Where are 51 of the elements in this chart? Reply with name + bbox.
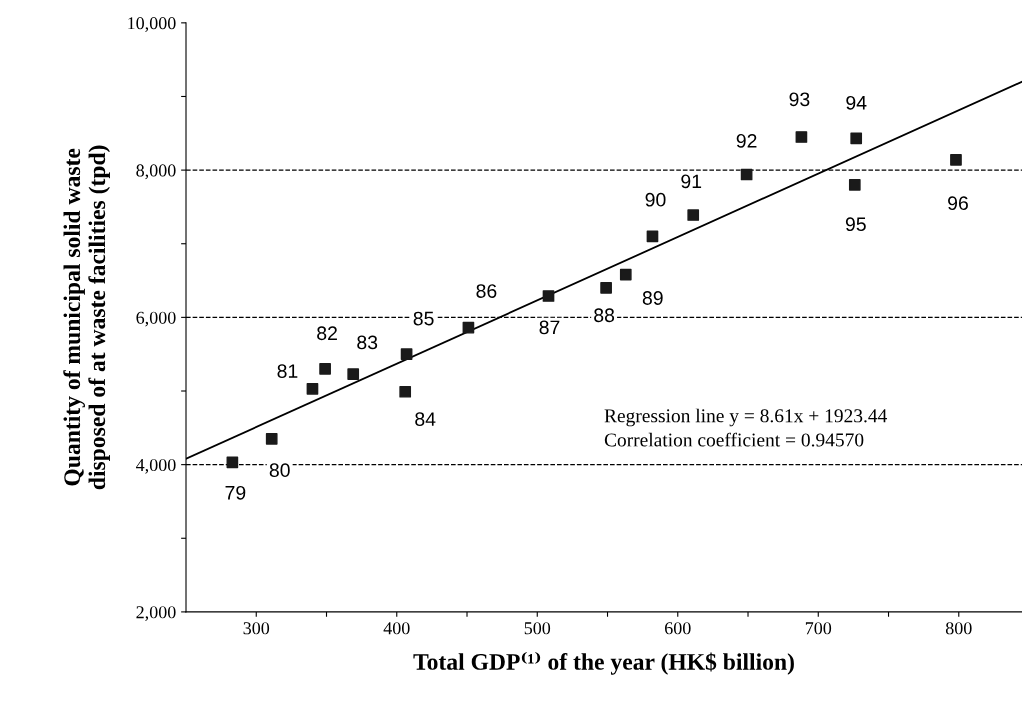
point (619, 268, 632, 281)
x-tick-label: 600 (665, 622, 691, 635)
x-tick-label: 500 (524, 622, 551, 635)
annotation: 89 (642, 291, 663, 305)
x-tick-label: 400 (383, 622, 410, 635)
point (347, 368, 360, 380)
point (226, 456, 239, 469)
y-tick-label: 4,000 (136, 458, 176, 474)
y-axis-title: Quantity of municipal solid waste disposed of at waste facilities (tpd) (63, 145, 110, 490)
point (850, 132, 863, 145)
annotation: Correlation coefficient = 0.94570 (604, 432, 864, 447)
point (848, 178, 861, 191)
point (600, 282, 612, 294)
point (306, 382, 319, 395)
annotation: 81 (277, 364, 298, 379)
x-tick-label: 800 (945, 622, 972, 635)
point (400, 348, 413, 361)
annotation: 93 (789, 92, 810, 107)
point (687, 209, 700, 221)
point (319, 363, 331, 375)
annotation: 88 (594, 308, 615, 323)
annotation: 90 (645, 192, 666, 207)
annotation: 87 (539, 320, 560, 335)
point (950, 153, 962, 166)
y-tick-label: 8,000 (136, 164, 176, 180)
annotation: 85 (413, 311, 434, 326)
annotation: 91 (681, 174, 702, 189)
annotation: Regression line y = 8.61x + 1923.44 (604, 408, 888, 427)
point (795, 131, 808, 143)
annotation: 95 (845, 217, 866, 232)
annotation: 79 (225, 485, 246, 500)
point (265, 433, 278, 445)
y-tick-label: 10,000 (128, 17, 176, 32)
annotation: 84 (415, 412, 436, 426)
x-tick-label: 300 (243, 622, 270, 635)
point (646, 230, 659, 243)
annotation: 80 (269, 463, 290, 478)
annotation: 83 (357, 335, 378, 350)
y-tick-label: 6,000 (136, 311, 176, 327)
annotation: 96 (948, 196, 968, 211)
point (399, 385, 412, 398)
annotation: 82 (317, 326, 337, 341)
point (462, 321, 475, 334)
annotation: 92 (736, 133, 757, 148)
annotation: 86 (476, 284, 497, 298)
point (542, 290, 555, 302)
annotation: 94 (846, 95, 867, 110)
x-tick-label: 700 (805, 622, 832, 635)
x-axis-title: Total GDP⁽¹⁾ of the year (HK$ billion) (413, 651, 794, 675)
y-tick-label: 2,000 (136, 606, 176, 621)
point (740, 168, 753, 181)
